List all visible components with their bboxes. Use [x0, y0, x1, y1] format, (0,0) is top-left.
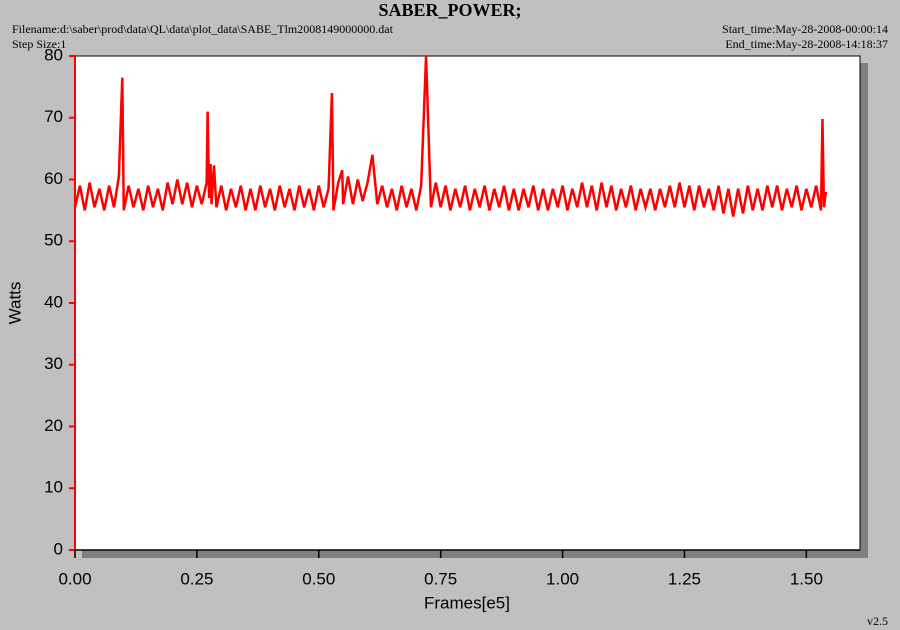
filename: Filename:d:\saber\prod\data\QL\data\plot… — [12, 22, 394, 36]
end-time: End_time:May-28-2008-14:18:37 — [725, 37, 888, 51]
x-tick-label: 1.25 — [668, 569, 701, 588]
y-tick-label: 10 — [44, 478, 63, 497]
y-tick-label: 40 — [44, 292, 63, 311]
start-time: Start_time:May-28-2008-00:00:14 — [722, 22, 888, 36]
y-tick-label: 20 — [44, 416, 63, 435]
y-tick-label: 60 — [44, 169, 63, 188]
chart-title: SABER_POWER; — [378, 0, 521, 20]
y-tick-label: 80 — [44, 45, 63, 64]
x-tick-label: 0.50 — [302, 569, 335, 588]
y-axis-label: Watts — [5, 282, 24, 325]
x-tick-label: 1.50 — [790, 569, 823, 588]
x-tick-label: 0.25 — [180, 569, 213, 588]
y-tick-label: 50 — [44, 231, 63, 250]
data-line — [73, 55, 828, 217]
y-tick-label: 30 — [44, 354, 63, 373]
y-tick-label: 0 — [54, 539, 63, 558]
version: v2.5 — [867, 614, 888, 628]
x-tick-label: 1.00 — [546, 569, 579, 588]
y-tick-label: 70 — [44, 107, 63, 126]
x-tick-label: 0.75 — [424, 569, 457, 588]
step-size: Step Size:1 — [12, 37, 66, 51]
x-axis-label: Frames[e5] — [424, 593, 510, 612]
plot-area — [74, 55, 861, 551]
x-tick-label: 0.00 — [58, 569, 91, 588]
